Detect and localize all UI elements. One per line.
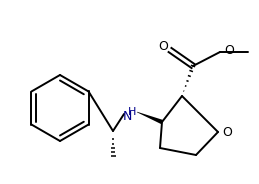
Text: O: O [222,125,232,139]
Polygon shape [137,112,163,124]
Text: O: O [158,40,168,54]
Text: O: O [224,43,234,56]
Text: H: H [128,107,136,117]
Text: N: N [122,111,132,123]
